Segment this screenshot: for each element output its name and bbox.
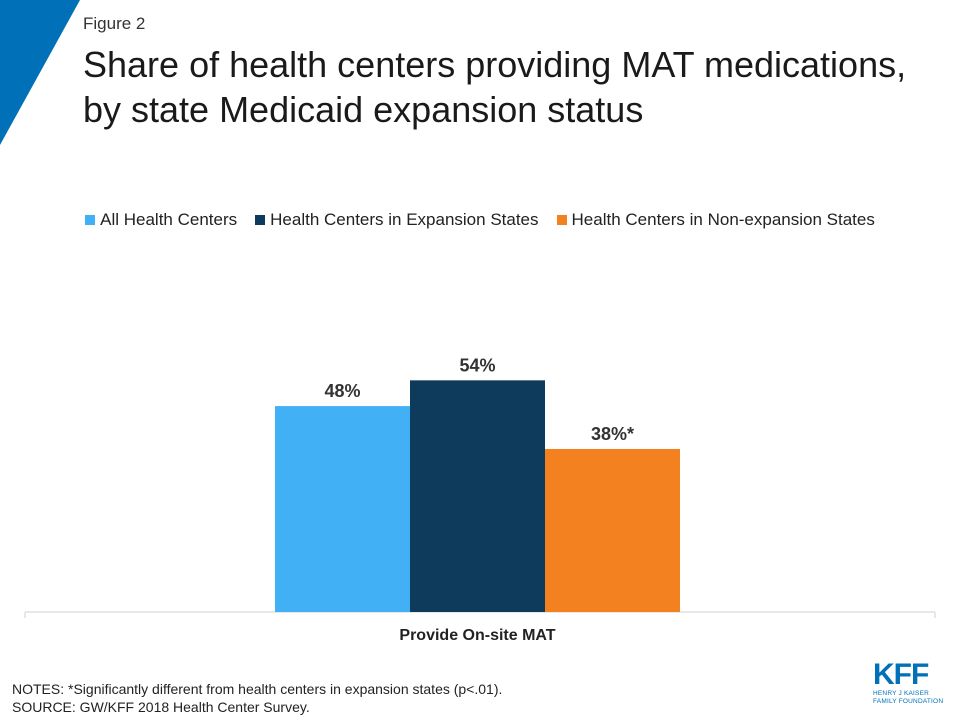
bar	[410, 380, 545, 612]
legend-swatch	[85, 215, 96, 225]
bar	[545, 448, 680, 612]
notes-line: NOTES: *Significantly different from hea…	[12, 681, 503, 697]
legend-swatch	[556, 215, 567, 225]
bar-value-label: 54%	[459, 355, 495, 375]
chart-notes: NOTES: *Significantly different from hea…	[12, 680, 502, 716]
figure-label: Figure 2	[83, 14, 146, 33]
legend-item: Health Centers in Expansion States	[255, 210, 539, 230]
corner-accent-shape	[0, 0, 80, 145]
chart-title: Share of health centers providing MAT me…	[83, 44, 907, 130]
logo-letters: KFF	[873, 658, 929, 691]
bar-value-label: 38%*	[591, 424, 634, 444]
source-line: SOURCE: GW/KFF 2018 Health Center Survey…	[12, 699, 310, 715]
legend-item: Health Centers in Non-expansion States	[556, 210, 875, 230]
kff-logo: KFF HENRY J KAISER FAMILY FOUNDATION	[873, 660, 949, 706]
bar-chart: 48% 54% 38%* Provide On-site MAT	[24, 355, 936, 644]
legend-label: Health Centers in Non-expansion States	[571, 210, 875, 229]
chart-legend: All Health Centers Health Centers in Expa…	[0, 210, 960, 230]
bar-value-label: 48%	[324, 381, 360, 401]
logo-subtitle-line2: FAMILY FOUNDATION	[873, 698, 944, 705]
bar	[275, 406, 410, 612]
legend-label: All Health Centers	[100, 210, 238, 229]
x-axis-category-label: Provide On-site MAT	[399, 627, 555, 644]
legend-swatch	[255, 215, 266, 225]
logo-subtitle-line1: HENRY J KAISER	[873, 690, 930, 697]
legend-item: All Health Centers	[85, 210, 237, 230]
legend-label: Health Centers in Expansion States	[270, 210, 539, 229]
